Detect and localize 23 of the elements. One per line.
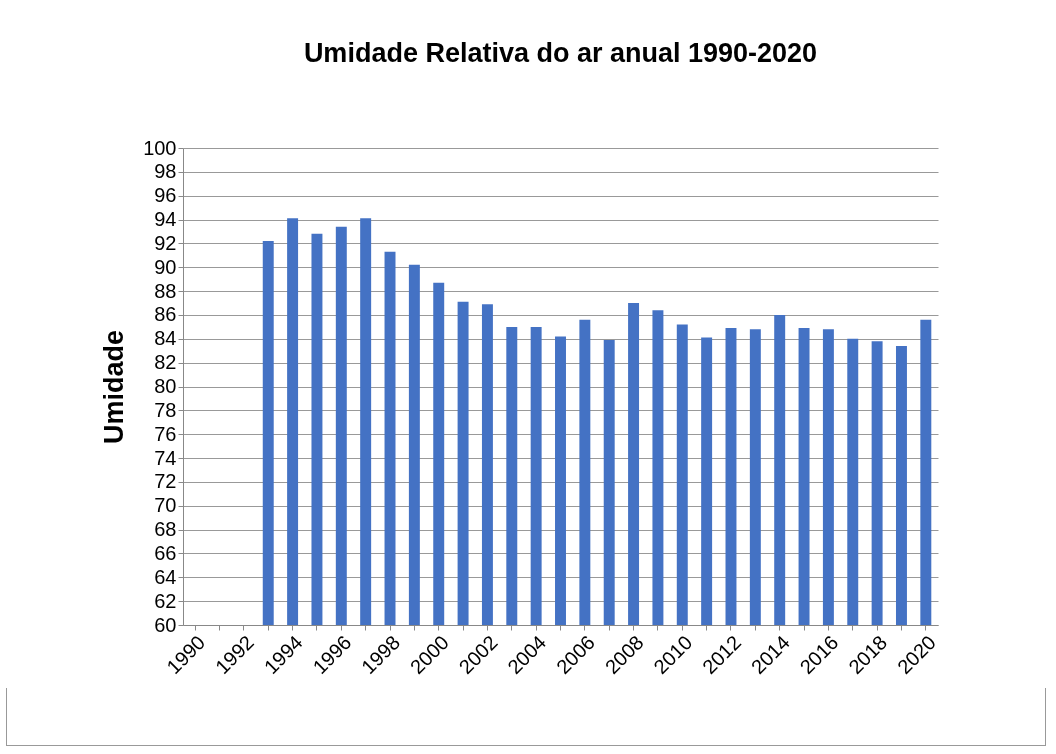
y-tick-label: 76 (154, 422, 177, 445)
y-tick-label: 94 (154, 208, 177, 231)
y-tick-label: 90 (154, 255, 177, 278)
y-tick-label: 68 (154, 518, 177, 541)
y-tick-label: 100 (143, 136, 177, 159)
y-tick-label: 86 (154, 303, 177, 326)
y-tick-label: 60 (154, 613, 177, 636)
y-tick-label: 62 (154, 589, 177, 612)
y-tick-label: 98 (154, 160, 177, 183)
y-tick-label: 80 (154, 375, 177, 397)
y-tick-label: 70 (154, 494, 177, 517)
y-tick-label: 96 (154, 184, 177, 207)
y-tick-label: 78 (154, 398, 177, 421)
y-tick-label: 84 (154, 327, 177, 350)
y-tick-label: 66 (154, 541, 177, 564)
y-tick-label: 64 (154, 565, 177, 588)
y-axis-title: Umidade (99, 329, 130, 445)
y-tick-label: 74 (154, 446, 177, 469)
y-tick-label: 88 (154, 279, 177, 302)
y-tick-label: 92 (154, 231, 177, 254)
y-tick-label: 82 (154, 351, 177, 374)
chart-title: Umidade Relativa do ar anual 1990-2020 (303, 38, 818, 68)
y-tick-label: 72 (154, 470, 177, 493)
